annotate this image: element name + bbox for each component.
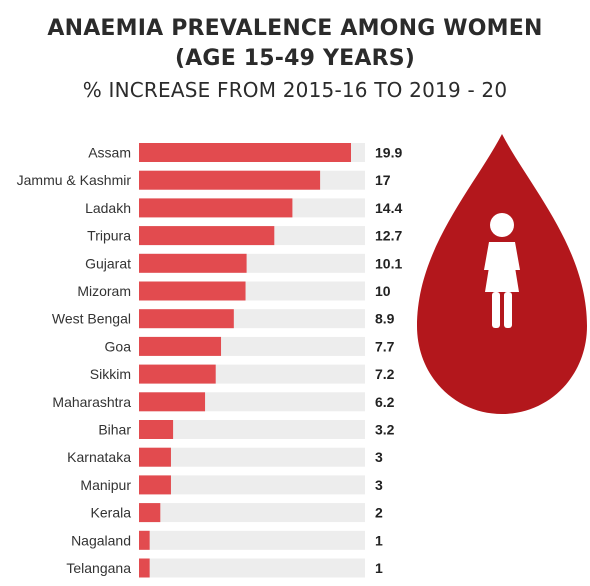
value-label: 3: [375, 477, 383, 493]
value-label: 1: [375, 560, 383, 576]
value-label: 6.2: [375, 394, 395, 410]
bar-mizoram: [139, 281, 246, 301]
category-label: Assam: [88, 145, 131, 161]
bar-track: [139, 475, 365, 495]
bar-bihar: [139, 420, 174, 439]
bar-ladakh: [139, 198, 293, 218]
bar-track: [139, 447, 365, 467]
value-label: 10: [375, 283, 391, 299]
category-label: Mizoram: [77, 283, 131, 299]
bar-manipur: [139, 475, 171, 495]
category-label: West Bengal: [52, 311, 131, 327]
value-label: 19.9: [375, 145, 402, 161]
bar-track: [139, 503, 365, 523]
value-label: 7.7: [375, 338, 395, 354]
category-label: Kerala: [91, 505, 132, 521]
bar-gujarat: [139, 253, 247, 273]
category-label: Manipur: [80, 477, 131, 493]
bar-west-bengal: [139, 309, 234, 329]
value-label: 3.2: [375, 422, 395, 438]
bar-track: [139, 420, 365, 439]
woman-icon: [484, 213, 520, 328]
category-label: Goa: [105, 338, 132, 354]
bar-tripura: [139, 226, 275, 246]
category-label: Karnataka: [67, 449, 131, 465]
value-label: 14.4: [375, 200, 402, 216]
bar-track: [139, 530, 365, 550]
bar-kerala: [139, 503, 161, 523]
bar-karnataka: [139, 447, 171, 467]
category-label: Bihar: [98, 422, 131, 438]
bar-track: [139, 558, 365, 578]
value-label: 7.2: [375, 366, 395, 382]
bar-goa: [139, 336, 222, 356]
category-label: Tripura: [87, 228, 131, 244]
value-label: 8.9: [375, 311, 395, 327]
bar-nagaland: [139, 530, 150, 550]
bar-jammu-kashmir: [139, 170, 321, 190]
value-label: 17: [375, 172, 391, 188]
category-label: Gujarat: [85, 255, 131, 271]
category-label: Telangana: [66, 560, 131, 576]
category-label: Jammu & Kashmir: [17, 172, 132, 188]
bar-maharashtra: [139, 392, 206, 412]
blood-drop-icon: [417, 134, 587, 414]
value-label: 10.1: [375, 255, 402, 271]
value-label: 3: [375, 449, 383, 465]
chart-title-age-range: (AGE 15-49 YEARS): [174, 46, 416, 71]
bar-telangana: [139, 558, 150, 578]
bar-assam: [139, 143, 351, 162]
chart-subtitle: % INCREASE FROM 2015-16 TO 2019 - 20: [82, 78, 508, 102]
value-label: 12.7: [375, 228, 402, 244]
chart-title: ANAEMIA PREVALENCE AMONG WOMEN: [47, 16, 543, 41]
value-label: 1: [375, 532, 383, 548]
category-label: Sikkim: [90, 366, 131, 382]
bar-sikkim: [139, 364, 216, 384]
category-label: Nagaland: [71, 532, 131, 548]
category-label: Maharashtra: [52, 394, 131, 410]
value-label: 2: [375, 505, 383, 521]
category-label: Ladakh: [85, 200, 131, 216]
